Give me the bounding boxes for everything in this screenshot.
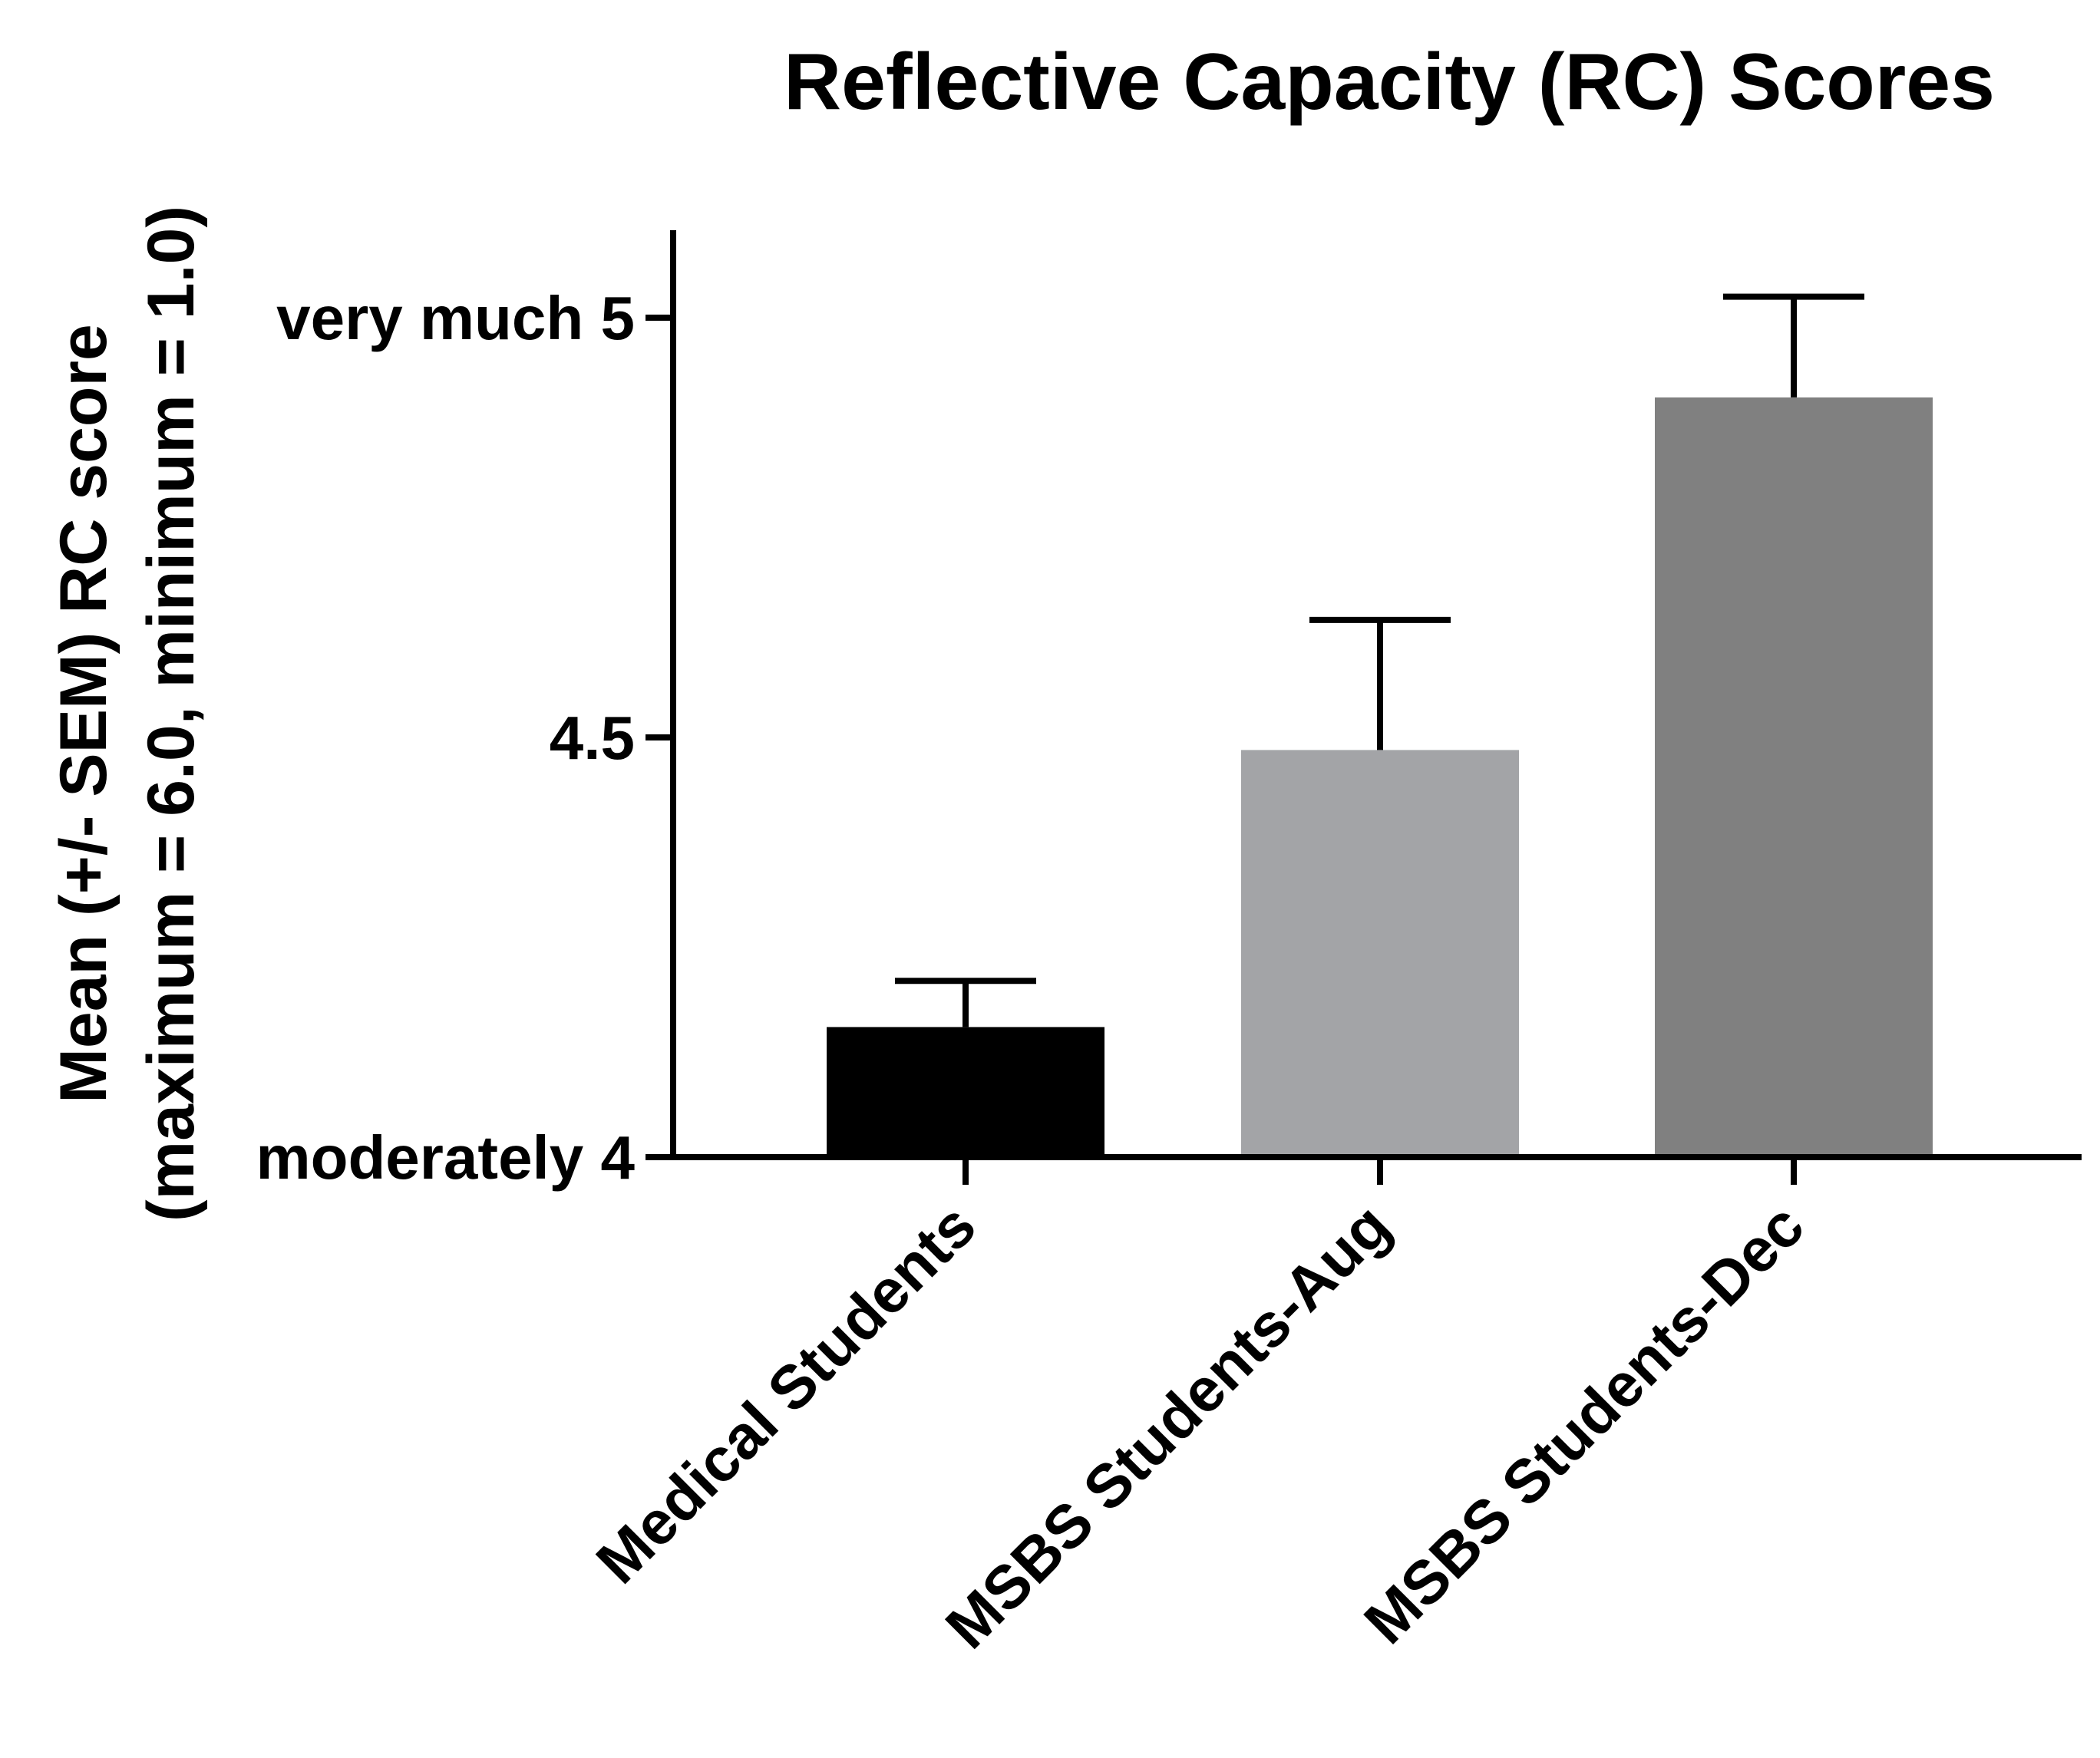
- y-axis-label-line2: (maximum = 6.0, minimum = 1.0): [134, 206, 208, 1222]
- y-tick-label: moderately 4: [256, 1123, 635, 1192]
- y-tick-label: very much 5: [276, 284, 635, 352]
- bar: [1655, 397, 1933, 1157]
- chart-title: Reflective Capacity (RC) Scores: [784, 38, 1995, 127]
- bar: [1241, 750, 1519, 1157]
- y-axis-label-line1: Mean (+/- SEM) RC score: [47, 324, 121, 1103]
- bar: [827, 1027, 1104, 1157]
- y-tick-label: 4.5: [550, 704, 635, 772]
- x-tick-label: MSBS Students-Aug: [933, 1191, 1403, 1661]
- x-tick-label: MSBS Students-Dec: [1351, 1191, 1817, 1657]
- x-tick-label: Medical Students: [583, 1191, 989, 1596]
